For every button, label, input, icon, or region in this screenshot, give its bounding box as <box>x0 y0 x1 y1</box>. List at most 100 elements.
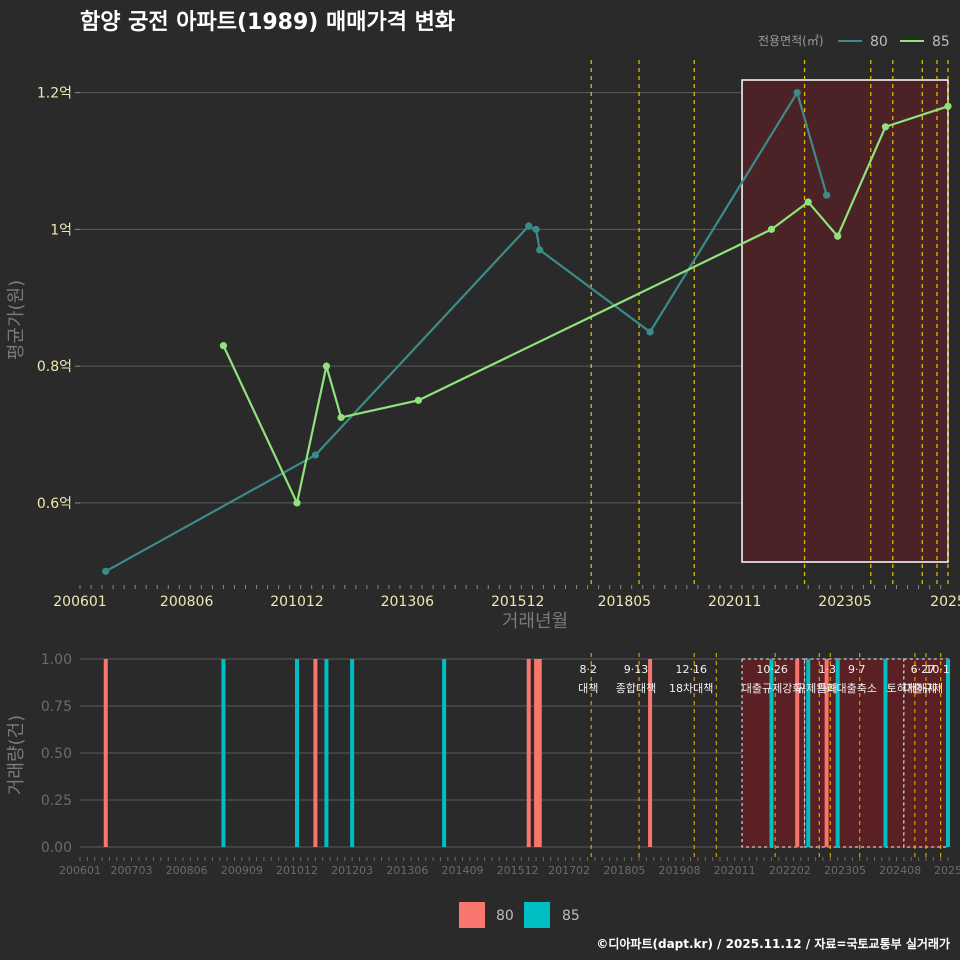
volume-y-tick-label: 0.50 <box>41 746 72 762</box>
volume-bar-85 <box>324 659 329 847</box>
footer-credit: ©디아파트(dapt.kr) / 2025.11.12 / 자료=국토교통부 실… <box>596 936 950 951</box>
data-point-80 <box>311 451 319 459</box>
volume-bar-chart: 0.00 0.25 0.50 0.75 1.00 8·2 대책 9·13 종합대책 12·16 18… <box>41 652 960 877</box>
x-tick-label: 200601 <box>53 594 106 610</box>
volume-x-tick-label: 201012 <box>276 864 318 877</box>
policy-date-label: 8·2 <box>579 663 597 676</box>
y-tick-label: 0.8억 <box>37 359 72 375</box>
volume-x-tick-label: 201805 <box>603 864 645 877</box>
data-point-80 <box>525 222 533 230</box>
data-point-80 <box>536 246 544 254</box>
volume-bar-85 <box>221 659 226 847</box>
x-tick-label: 201805 <box>598 594 651 610</box>
data-point-80 <box>823 191 831 199</box>
volume-bar-80 <box>313 659 318 847</box>
data-point-85 <box>219 342 228 350</box>
policy-date-label: 12·16 <box>675 663 707 676</box>
volume-y-tick-label: 0.00 <box>41 840 72 856</box>
bar-legend-label-80: 80 <box>496 908 514 924</box>
x-tick-label: 202305 <box>818 594 871 610</box>
data-point-80 <box>646 328 654 336</box>
data-point-80 <box>532 225 540 233</box>
volume-bar-80 <box>526 659 531 847</box>
policy-name-label: 특례 <box>817 682 837 695</box>
policy-name-label: 규제완화 <box>796 682 836 695</box>
policy-name-label: 종합대책 <box>616 682 656 695</box>
volume-x-tick-label: 201203 <box>331 864 373 877</box>
chart-title: 함양 궁전 아파트(1989) 매매가격 변화 <box>80 10 455 35</box>
data-point-85 <box>881 123 890 131</box>
bar-legend-swatch-80 <box>459 902 485 928</box>
data-point-85 <box>414 396 422 404</box>
volume-x-tick-label: 202202 <box>769 864 811 877</box>
data-point-85 <box>322 362 331 370</box>
x-tick-label: 200806 <box>160 594 214 610</box>
volume-bar-80 <box>103 659 108 847</box>
data-point-80 <box>102 567 110 575</box>
legend-label-80: 80 <box>870 34 888 50</box>
x-tick-label: 201012 <box>270 594 323 610</box>
policy-date-label: 10·1 <box>925 663 950 676</box>
volume-y-tick-label: 0.75 <box>41 699 72 715</box>
volume-x-tick-label: 201702 <box>548 864 590 877</box>
policy-date-label: 6·27 <box>911 663 936 676</box>
bar-legend-label-85: 85 <box>562 908 580 924</box>
volume-bar-85 <box>442 659 447 847</box>
x-tick-label: 201306 <box>381 594 435 610</box>
data-point-85 <box>804 198 812 206</box>
policy-date-label: 9·13 <box>624 663 649 676</box>
volume-bar-85 <box>946 659 950 847</box>
volume-bar-85 <box>835 659 840 847</box>
policy-name-label: 18차대책 <box>669 682 713 695</box>
volume-x-tick-label: 202305 <box>824 864 866 877</box>
volume-x-tick-label: 200601 <box>59 864 101 877</box>
data-point-85 <box>337 413 345 422</box>
line-legend: 전용면적(㎡) 80 85 <box>758 34 950 50</box>
policy-date-label: 1·3 <box>819 663 837 676</box>
volume-x-tick-label: 202408 <box>879 864 921 877</box>
series-line-85 <box>222 105 949 505</box>
y-tick-label: 0.6억 <box>37 496 72 512</box>
volume-bar-80 <box>795 659 800 847</box>
volume-y-tick-label: 1.00 <box>41 652 72 668</box>
volume-bar-85 <box>769 659 774 847</box>
volume-x-tick-label: 201306 <box>386 864 428 877</box>
volume-x-tick-label: 201409 <box>442 864 484 877</box>
bar-legend-swatch-85 <box>524 902 550 928</box>
data-point-85 <box>293 499 301 507</box>
volume-bar-85 <box>295 659 299 847</box>
y-tick-label: 1억 <box>50 222 72 238</box>
volume-x-tick-label: 201908 <box>659 864 701 877</box>
y-axis-title: 평균가(원) <box>6 280 27 360</box>
highlight-period-box <box>741 79 949 563</box>
data-point-85 <box>767 225 776 233</box>
policy-name-label: 대책 <box>578 682 598 695</box>
volume-x-tick-label: 2025 <box>934 864 960 877</box>
volume-bar-80 <box>648 659 653 847</box>
volume-y-axis-title: 거래량(건) <box>6 715 27 795</box>
volume-y-tick-label: 0.25 <box>41 793 72 809</box>
price-line-chart: 0.6억 0.8억 1억 1.2억 200601 200806 201012 201306 20… <box>37 60 960 610</box>
x-tick-label: 202011 <box>708 594 761 610</box>
data-point-80 <box>793 89 801 97</box>
volume-bar-80 <box>824 659 829 847</box>
volume-bar-80 <box>534 659 539 847</box>
policy-name-label: 대출규제강화 <box>742 682 803 695</box>
policy-name-label: 토허제해제 <box>887 681 938 695</box>
bar-legend: 80 85 <box>459 902 580 928</box>
data-point-85 <box>834 232 842 240</box>
policy-date-label: 9·7 <box>848 663 866 676</box>
volume-highlight-box <box>837 658 905 848</box>
y-tick-label: 1.2억 <box>37 86 72 102</box>
volume-x-tick-label: 200909 <box>221 864 263 877</box>
x-tick-label: 201512 <box>491 594 544 610</box>
legend-label-85: 85 <box>932 34 950 50</box>
volume-bar-85 <box>350 659 355 847</box>
series-line-80 <box>105 91 828 573</box>
policy-name-label: 대출축소 <box>836 682 876 695</box>
volume-x-tick-label: 202011 <box>714 864 756 877</box>
volume-bar-85 <box>883 659 888 847</box>
volume-x-tick-label: 200806 <box>166 864 208 877</box>
policy-date-label: 10·26 <box>756 663 788 676</box>
